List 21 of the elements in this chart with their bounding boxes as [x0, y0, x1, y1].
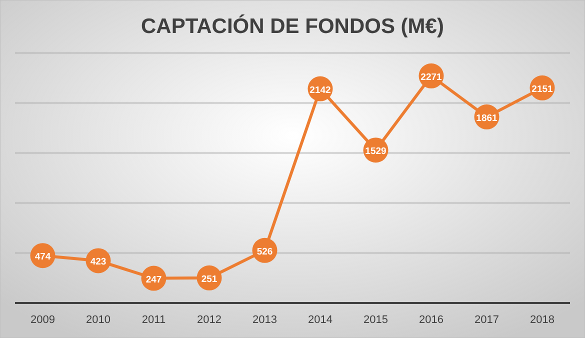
data-label: 251	[201, 274, 218, 285]
x-tick-label: 2009	[30, 314, 55, 326]
x-tick-label: 2010	[86, 314, 110, 326]
data-label: 2151	[532, 84, 554, 95]
data-label: 526	[256, 246, 273, 258]
data-label: 2142	[310, 84, 331, 96]
x-tick-label: 2018	[530, 314, 554, 326]
x-tick-label: 2016	[419, 314, 444, 326]
x-tick-label: 2012	[197, 314, 222, 326]
data-label: 2271	[420, 72, 443, 83]
data-label: 423	[90, 256, 106, 268]
x-tick-label: 2013	[252, 314, 277, 326]
data-label: 1529	[365, 146, 386, 158]
x-tick-label: 2011	[142, 314, 166, 326]
x-tick-label: 2014	[308, 314, 332, 326]
x-tick-label: 2015	[364, 314, 388, 326]
data-label: 247	[146, 274, 162, 286]
data-label: 1861	[476, 112, 498, 124]
data-label: 474	[34, 252, 52, 263]
x-tick-label: 2017	[474, 314, 499, 326]
chart-title: CAPTACIÓN DE FONDOS (M€)	[141, 14, 444, 38]
